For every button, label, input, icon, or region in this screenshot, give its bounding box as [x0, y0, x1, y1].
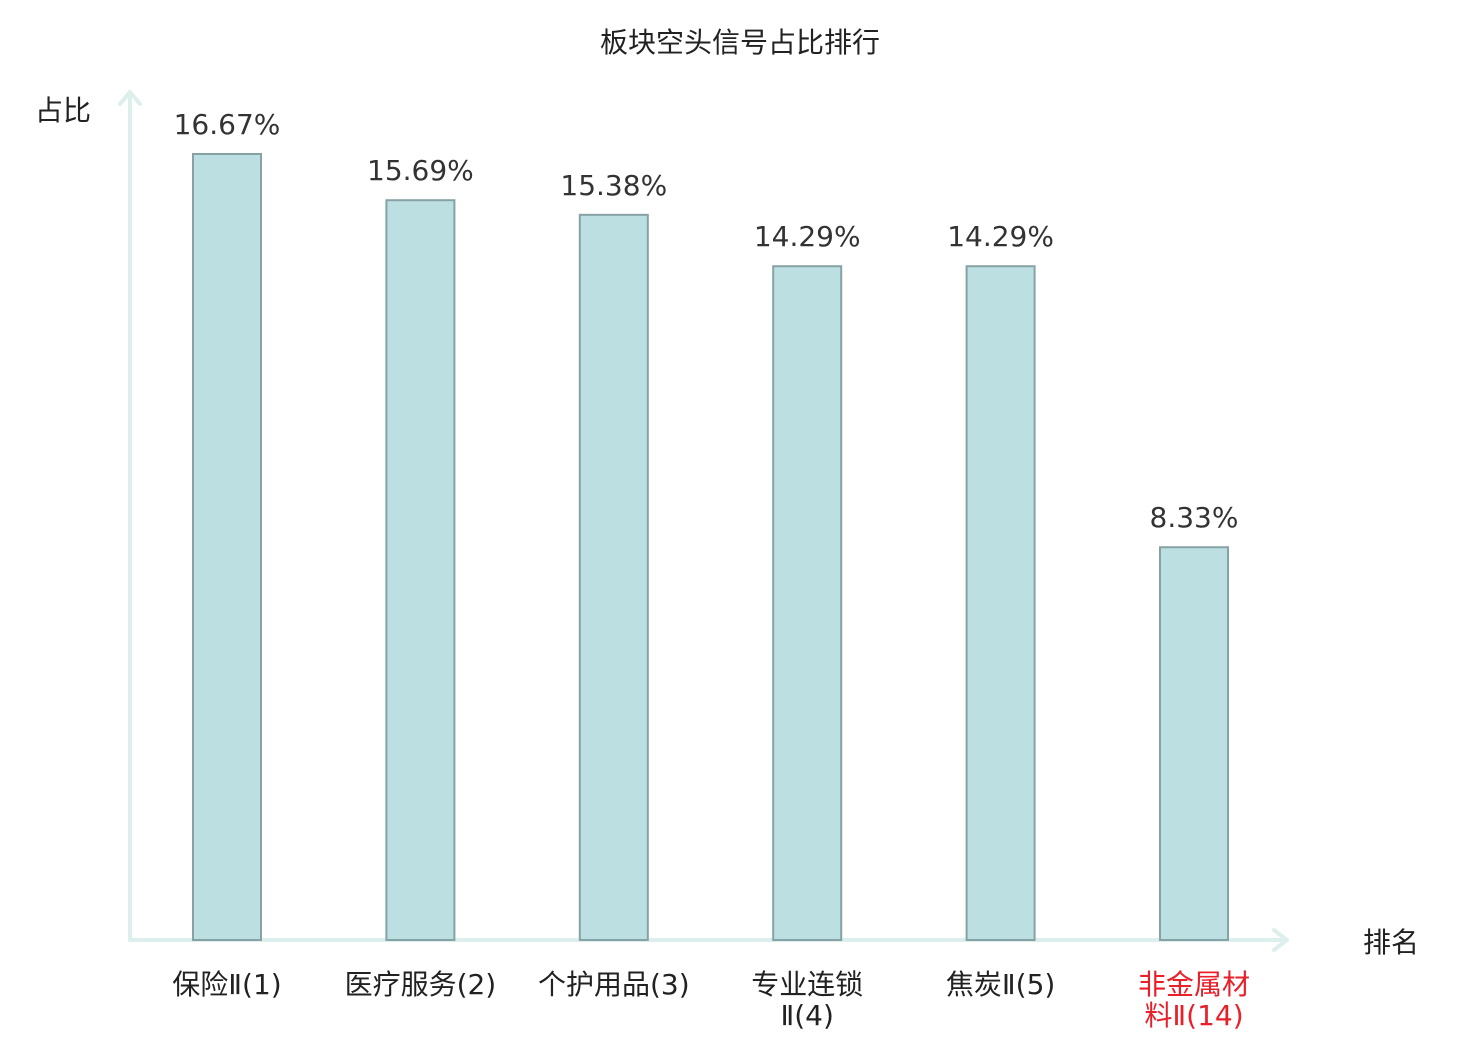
category-label-6-line-1: 非金属材: [1138, 968, 1250, 1001]
y-axis: [118, 90, 142, 942]
category-label-5: 焦炭Ⅱ(5): [946, 968, 1055, 1001]
category-label-2: 医疗服务(2): [345, 968, 497, 1001]
value-label-2: 15.69%: [367, 154, 474, 187]
y-axis-label: 占比: [35, 94, 91, 127]
bar-2: [385, 199, 456, 941]
value-label-4: 14.29%: [754, 220, 861, 253]
value-label-1: 16.67%: [174, 108, 281, 141]
x-axis-label: 排名: [1363, 926, 1419, 959]
bar-6: [1159, 546, 1229, 942]
bars-group: [192, 153, 1229, 942]
category-label-4-line-1: 专业连锁: [751, 968, 863, 1001]
category-label-6-line-2: 料Ⅱ(14): [1144, 999, 1243, 1032]
bar-4: [772, 265, 843, 941]
x-axis: [128, 928, 1289, 952]
bar-1: [192, 153, 262, 941]
value-label-5: 14.29%: [947, 220, 1054, 253]
category-label-3: 个护用品(3): [538, 968, 690, 1001]
value-labels-group: 16.67% 15.69% 15.38% 14.29% 14.29% 8.33%: [174, 108, 1239, 534]
bar-5: [965, 265, 1036, 941]
value-label-6: 8.33%: [1150, 501, 1239, 534]
bar-3: [578, 213, 649, 942]
chart-title: 板块空头信号占比排行: [600, 26, 880, 59]
category-label-4-line-2: Ⅱ(4): [780, 999, 833, 1032]
category-label-1: 保险Ⅱ(1): [172, 968, 281, 1001]
value-label-3: 15.38%: [560, 169, 667, 202]
